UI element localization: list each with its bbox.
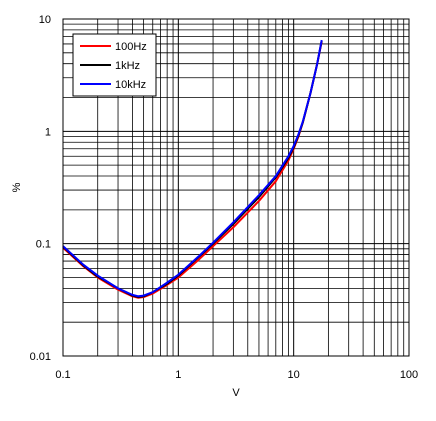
legend-label: 1kHz	[115, 60, 140, 72]
legend: 100Hz 1kHz 10kHz	[72, 33, 157, 97]
x-tick-label: 10	[288, 369, 300, 381]
series-lines	[62, 39, 323, 299]
y-tick-label: 1	[45, 126, 51, 138]
legend-label: 100Hz	[115, 41, 147, 53]
y-tick-label: 10	[39, 14, 51, 26]
tick-labels: 0.1 1 10 100 0.01 0.1 1 10	[30, 14, 419, 381]
legend-label: 10kHz	[115, 79, 146, 91]
x-axis-label: V	[232, 387, 240, 399]
series-line-10kHz	[62, 39, 323, 298]
x-tick-label: 1	[175, 369, 181, 381]
x-tick-label: 100	[400, 369, 418, 381]
y-tick-label: 0.1	[36, 239, 51, 251]
y-tick-label: 0.01	[30, 351, 51, 363]
y-axis-label: %	[11, 182, 23, 192]
plot-frame	[62, 18, 410, 357]
x-tick-label: 0.1	[55, 369, 70, 381]
